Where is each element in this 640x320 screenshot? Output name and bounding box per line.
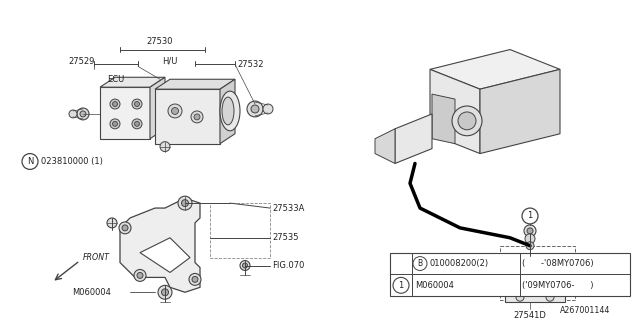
Circle shape [77,108,89,120]
Circle shape [132,99,142,109]
Circle shape [132,119,142,129]
FancyBboxPatch shape [390,253,630,296]
Text: H/U: H/U [162,57,177,66]
Circle shape [80,111,86,117]
Polygon shape [545,256,553,292]
Text: M060004: M060004 [415,281,454,290]
Polygon shape [510,262,545,292]
Polygon shape [505,292,565,302]
Ellipse shape [222,97,234,125]
Polygon shape [100,87,150,139]
Circle shape [182,200,189,207]
Circle shape [158,285,172,299]
Text: 1: 1 [527,212,532,220]
Circle shape [137,272,143,278]
Polygon shape [395,114,432,164]
Text: M060004: M060004 [72,288,111,297]
Polygon shape [120,198,200,292]
Polygon shape [430,69,480,154]
Circle shape [134,101,140,107]
Circle shape [527,228,533,234]
Ellipse shape [220,91,240,131]
Circle shape [189,274,201,285]
Circle shape [178,196,192,210]
Circle shape [110,99,120,109]
Circle shape [526,242,534,250]
Circle shape [243,263,248,268]
Circle shape [194,114,200,120]
Circle shape [263,104,273,114]
Circle shape [517,272,527,282]
Polygon shape [510,256,553,262]
Circle shape [240,260,250,270]
Circle shape [160,142,170,152]
Circle shape [172,108,179,115]
Circle shape [251,105,259,113]
Circle shape [516,293,524,301]
Text: ('09MY0706-      ): ('09MY0706- ) [522,281,593,290]
Polygon shape [100,77,165,87]
Text: 27533A: 27533A [272,204,305,212]
Circle shape [413,257,427,270]
Polygon shape [155,89,220,144]
Circle shape [119,222,131,234]
Text: ECU: ECU [107,75,124,84]
Circle shape [525,234,535,244]
Circle shape [458,112,476,130]
Text: 27532: 27532 [237,60,264,69]
Circle shape [452,106,482,136]
Circle shape [122,225,128,231]
Text: (      -'08MY0706): ( -'08MY0706) [522,259,594,268]
Text: N: N [27,157,33,166]
Text: FRONT: FRONT [83,253,110,262]
Circle shape [113,101,118,107]
Polygon shape [140,238,190,272]
Text: 010008200(2): 010008200(2) [429,259,488,268]
Circle shape [69,110,77,118]
Polygon shape [430,50,560,89]
Circle shape [520,275,525,280]
Circle shape [168,104,182,118]
Text: 27535: 27535 [272,233,298,242]
Circle shape [522,208,538,224]
Circle shape [192,276,198,282]
Circle shape [191,111,203,123]
Text: 1: 1 [398,281,404,290]
Circle shape [110,119,120,129]
Circle shape [529,272,539,282]
Text: B: B [417,259,422,268]
Text: 27530: 27530 [147,37,173,46]
Text: FIG.070: FIG.070 [272,261,305,270]
Circle shape [546,293,554,301]
Circle shape [22,154,38,169]
Circle shape [524,225,536,237]
Circle shape [531,275,536,280]
Polygon shape [375,129,395,164]
Circle shape [134,121,140,126]
Circle shape [393,277,409,293]
Polygon shape [155,79,235,89]
Text: 27529: 27529 [68,57,94,66]
Polygon shape [150,77,165,139]
Polygon shape [480,69,560,154]
Circle shape [247,101,263,117]
Circle shape [113,121,118,126]
Polygon shape [220,79,235,144]
Circle shape [134,269,146,281]
Circle shape [161,289,168,296]
Text: 27541D: 27541D [513,310,547,320]
Circle shape [107,218,117,228]
Polygon shape [432,94,455,144]
Text: 023810000 (1): 023810000 (1) [41,157,103,166]
Text: A267001144: A267001144 [559,306,610,315]
